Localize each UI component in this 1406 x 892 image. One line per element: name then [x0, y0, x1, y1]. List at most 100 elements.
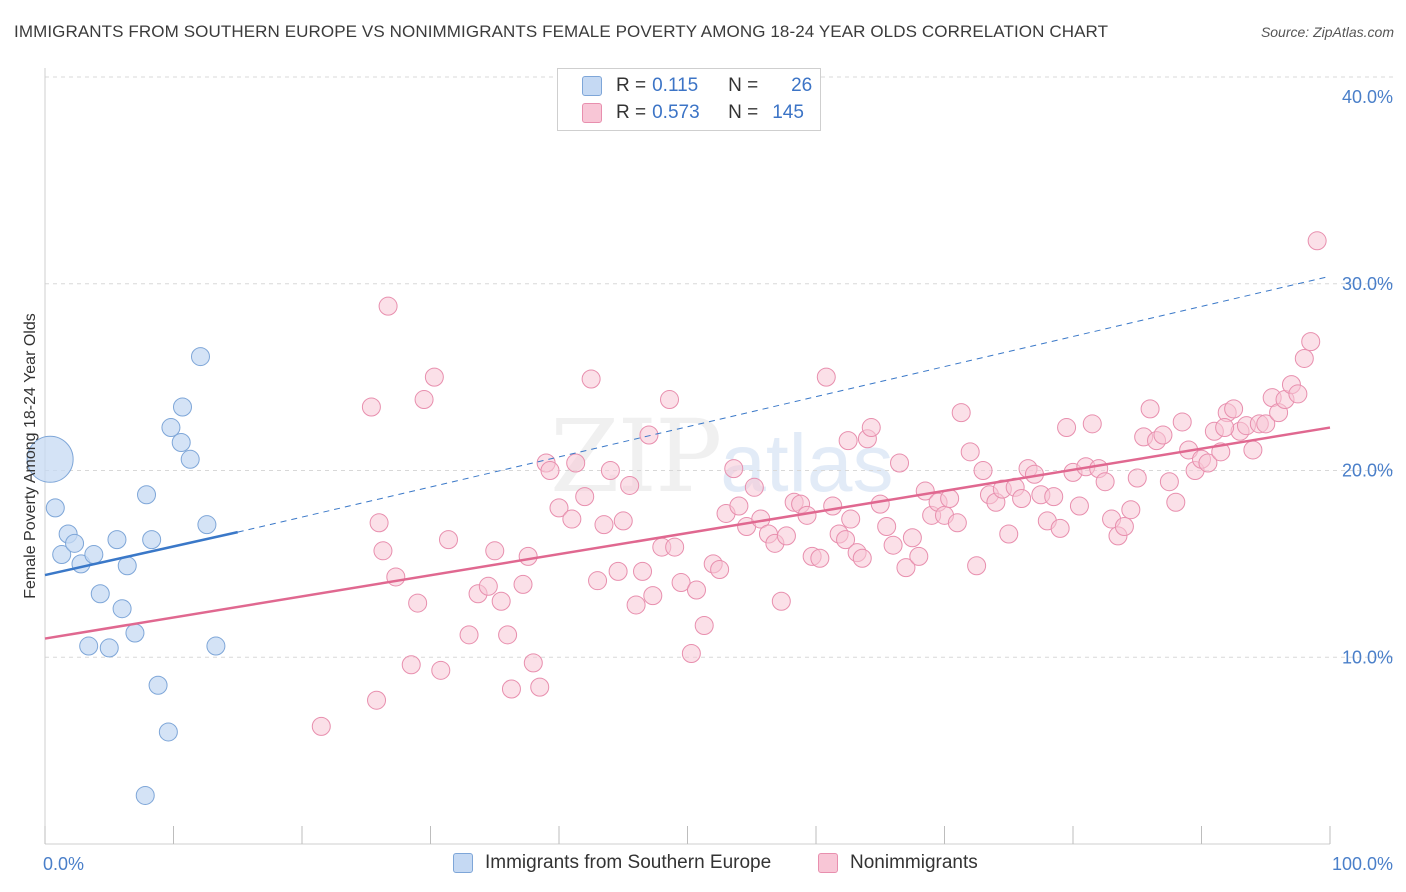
immigrant-point — [84, 545, 104, 565]
nonimmigrant-point — [744, 477, 764, 497]
nonimmigrant-point — [973, 461, 993, 480]
nonimmigrant-point — [816, 367, 836, 387]
nonimmigrant-point — [841, 509, 861, 529]
nonimmigrant-point — [883, 535, 903, 555]
nonimmigrant-point — [401, 655, 421, 675]
x-tick-label: 100.0% — [1332, 854, 1393, 874]
nonimmigrant-trend-line — [44, 426, 1331, 640]
legend-row-immigrants: R = 0.115 N = 26 — [582, 74, 812, 98]
nonimmigrant-point — [870, 494, 890, 514]
series-nonimmigrants-points — [311, 231, 1327, 736]
nonimmigrant-point — [1256, 414, 1276, 434]
immigrant-point — [90, 584, 110, 604]
legend-n-value: 145 — [772, 102, 804, 123]
nonimmigrant-point — [660, 390, 680, 410]
nonimmigrant-point — [665, 537, 685, 557]
chart-title: IMMIGRANTS FROM SOUTHERN EUROPE VS NONIM… — [14, 22, 1109, 41]
nonimmigrant-point — [431, 660, 451, 680]
immigrant-point — [206, 636, 226, 656]
nonimmigrant-point — [776, 526, 796, 546]
nonimmigrant-point — [581, 369, 601, 389]
nonimmigrant-point — [1095, 472, 1115, 492]
trend-lines — [44, 275, 1331, 640]
bottom-legend-swatch-immigrants — [453, 853, 473, 873]
nonimmigrant-point — [311, 716, 331, 736]
legend-swatch-nonimmigrants — [582, 103, 602, 123]
nonimmigrant-point — [909, 546, 929, 566]
nonimmigrant-point — [530, 677, 550, 697]
bottom-legend-nonimmigrants: Nonimmigrants — [818, 852, 978, 874]
nonimmigrant-point — [373, 541, 393, 561]
immigrant-point — [45, 498, 65, 518]
nonimmigrant-point — [1301, 332, 1321, 352]
nonimmigrant-point — [896, 558, 916, 578]
nonimmigrant-point — [459, 625, 479, 645]
nonimmigrant-point — [810, 548, 830, 568]
nonimmigrant-point — [1243, 440, 1263, 460]
nonimmigrant-point — [620, 475, 640, 495]
tick-labels: 10.0% 20.0% 30.0% 40.0% 0.0% 100.0% — [43, 87, 1393, 874]
immigrant-point — [161, 418, 181, 438]
bottom-legend-swatch-nonimmigrants — [818, 853, 838, 873]
nonimmigrant-point — [478, 576, 498, 596]
immigrant-point — [99, 638, 119, 658]
nonimmigrant-point — [1114, 517, 1134, 537]
nonimmigrant-point — [540, 461, 560, 480]
immigrant-point — [107, 530, 127, 550]
nonimmigrant-point — [562, 509, 582, 529]
immigrant-point — [180, 449, 200, 469]
immigrant-point — [142, 530, 162, 550]
nonimmigrant-point — [1224, 399, 1244, 419]
nonimmigrant-point — [861, 418, 881, 438]
legend-r-label: R = — [616, 75, 647, 96]
immigrant-point — [171, 432, 191, 452]
nonimmigrant-point — [485, 541, 505, 561]
nonimmigrant-point — [694, 616, 714, 636]
y-axis-title: Female Poverty Among 18-24 Year Olds — [22, 313, 39, 599]
nonimmigrant-point — [549, 498, 569, 518]
nonimmigrant-point — [513, 574, 533, 594]
nonimmigrant-point — [960, 442, 980, 462]
immigrant-point — [79, 636, 99, 656]
nonimmigrant-point — [1069, 496, 1089, 516]
nonimmigrant-point — [523, 653, 543, 673]
legend-r-label: R = — [616, 102, 647, 123]
immigrant-point — [112, 599, 132, 619]
source-credit: Source: ZipAtlas.com — [1260, 24, 1394, 40]
nonimmigrant-point — [600, 461, 620, 480]
nonimmigrant-point — [1198, 453, 1218, 473]
nonimmigrant-point — [566, 453, 586, 473]
nonimmigrant-point — [890, 453, 910, 473]
y-tick-label: 30.0% — [1342, 274, 1393, 294]
bottom-legend-label-immigrants: Immigrants from Southern Europe — [485, 852, 772, 873]
immigrant-point — [190, 347, 210, 367]
nonimmigrant-point — [1140, 399, 1160, 419]
legend-row-nonimmigrants: R = 0.573 N = 145 — [582, 101, 812, 125]
immigrant-point — [197, 515, 217, 535]
immigrant-point — [158, 722, 178, 742]
nonimmigrant-point — [613, 511, 633, 531]
nonimmigrant-point — [771, 591, 791, 611]
nonimmigrant-point — [724, 459, 744, 479]
nonimmigrant-point — [681, 644, 701, 664]
nonimmigrant-point — [1294, 348, 1314, 368]
series-immigrants-points — [26, 347, 226, 805]
nonimmigrant-point — [1172, 412, 1192, 432]
legend-swatch-immigrants — [582, 76, 602, 96]
immigrant-trend-line-extension — [237, 275, 1331, 533]
immigrant-point — [135, 785, 155, 805]
immigrant-point — [172, 397, 192, 417]
nonimmigrant-point — [1159, 472, 1179, 492]
nonimmigrant-point — [877, 517, 897, 537]
immigrant-point — [117, 556, 137, 576]
immigrant-point — [125, 623, 145, 643]
nonimmigrant-point — [823, 496, 843, 516]
legend-n-label: N = — [728, 102, 759, 123]
nonimmigrant-point — [1044, 487, 1064, 507]
legend-r-value: 0.573 — [652, 102, 700, 123]
nonimmigrant-point — [639, 425, 659, 445]
nonimmigrant-point — [361, 397, 381, 417]
y-tick-label: 40.0% — [1342, 87, 1393, 107]
bottom-legend-label-nonimmigrants: Nonimmigrants — [850, 852, 978, 873]
nonimmigrant-point — [608, 561, 628, 581]
